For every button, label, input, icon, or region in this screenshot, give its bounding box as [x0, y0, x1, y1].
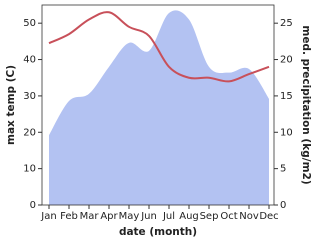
y2-tick-label: 25	[280, 18, 293, 29]
y-tick-label: 0	[30, 200, 36, 211]
x-tick-label: Jun	[140, 211, 157, 222]
y-tick-label: 20	[23, 127, 36, 138]
temperature-line	[48, 11, 270, 83]
y2-tick-label: 15	[280, 91, 293, 102]
chart: date (month) max temp (C) med. precipita…	[5, 4, 312, 238]
y2-tick-label: 5	[280, 164, 286, 175]
plot-frame	[41, 4, 275, 206]
x-tick-label: Jul	[162, 211, 175, 222]
y-tick-label: 30	[23, 91, 36, 102]
x-tick-label: Nov	[239, 211, 259, 222]
precipitation-area	[49, 10, 269, 206]
x-tick-label: Apr	[100, 211, 118, 222]
y2-axis-label: med. precipitation (kg/m2)	[300, 25, 312, 184]
y-tick-label: 10	[23, 164, 36, 175]
y2-tick-label: 20	[280, 55, 293, 66]
x-tick-label: Feb	[60, 211, 78, 222]
x-tick-label: Dec	[259, 211, 278, 222]
y-axis-label: max temp (C)	[5, 65, 17, 145]
x-tick-label: Mar	[80, 211, 100, 222]
x-tick-label: Sep	[200, 211, 219, 222]
x-tick-label: Jan	[40, 211, 56, 222]
x-tick-label: Aug	[179, 211, 199, 222]
y-tick-label: 40	[23, 55, 36, 66]
y2-tick-label: 10	[280, 127, 293, 138]
y-tick-label: 50	[23, 18, 36, 29]
x-tick-label: Oct	[220, 211, 237, 222]
y2-tick-label: 0	[280, 200, 286, 211]
x-tick-label: May	[119, 211, 140, 222]
x-axis-label: date (month)	[119, 226, 197, 238]
